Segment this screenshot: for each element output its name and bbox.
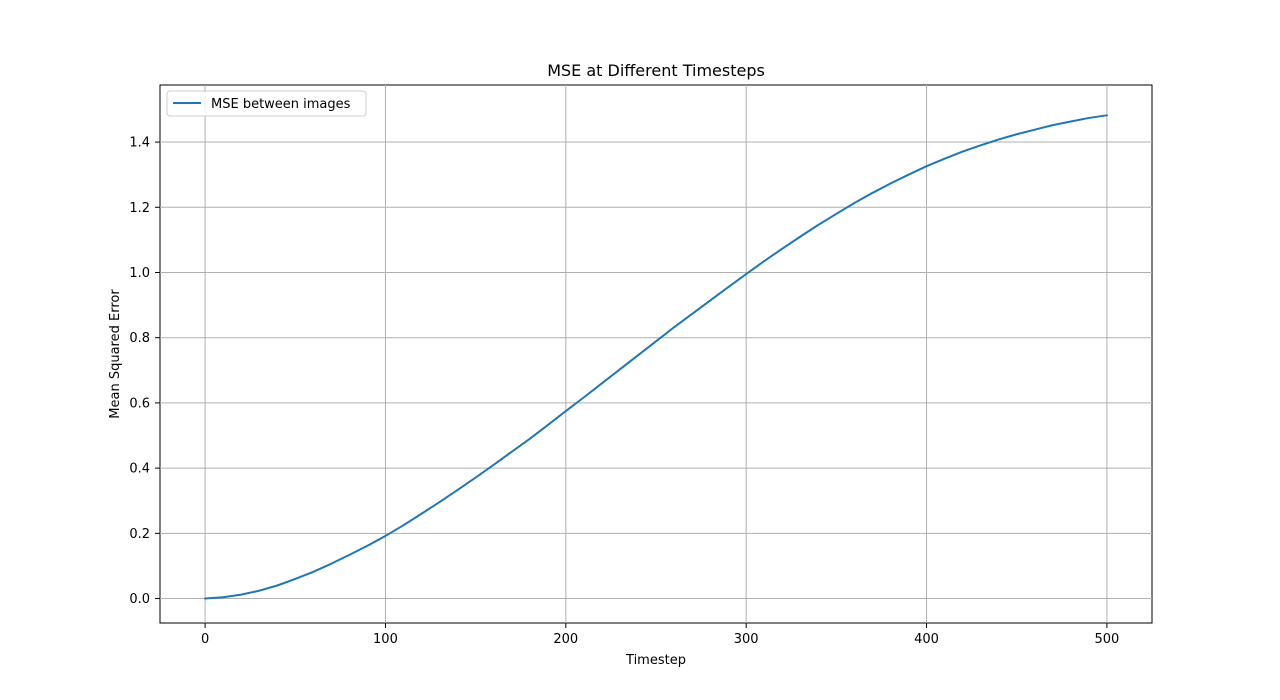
y-axis-label: Mean Squared Error <box>108 289 123 419</box>
data-point <box>1088 117 1090 119</box>
data-point <box>546 424 549 426</box>
x-axis-label: Timestep <box>625 653 686 668</box>
data-point <box>583 396 585 399</box>
data-point <box>1033 128 1036 131</box>
x-tick-label: 400 <box>914 632 939 647</box>
data-point <box>1070 120 1072 123</box>
data-point <box>474 476 477 479</box>
data-point <box>258 589 261 592</box>
series-line <box>204 114 1108 600</box>
data-point <box>294 578 297 580</box>
x-tick-label: 200 <box>553 632 578 647</box>
y-tick-label: 0.2 <box>129 527 150 542</box>
data-point <box>727 286 729 288</box>
data-point <box>438 501 441 503</box>
data-point <box>492 464 495 466</box>
data-point <box>420 512 423 515</box>
data-point <box>222 596 224 599</box>
tick-layer: 0 100 200 300 400 500 0.0 0.2 0.4 0.6 0.8 1.0 1.2 1.4 <box>129 136 1119 647</box>
data-point <box>943 157 946 160</box>
y-tick-label: 0.0 <box>129 592 150 607</box>
x-tick-label: 300 <box>734 632 759 647</box>
grid-lines <box>160 85 1152 623</box>
data-point <box>402 524 405 526</box>
data-point <box>655 340 657 343</box>
data-point <box>348 554 351 556</box>
data-point <box>709 299 711 302</box>
data-point <box>510 451 513 453</box>
data-point <box>1106 114 1108 117</box>
data-point <box>366 544 369 547</box>
y-tick-label: 1.2 <box>129 201 150 216</box>
data-point <box>871 192 874 194</box>
data-point <box>979 144 982 147</box>
y-tick-label: 0.4 <box>129 462 150 477</box>
chart-title: MSE at Different Timesteps <box>547 61 765 80</box>
legend: MSE between images <box>166 90 367 117</box>
y-tick-label: 1.4 <box>129 136 150 151</box>
data-point <box>528 437 531 440</box>
y-tick-label: 0.8 <box>129 331 150 346</box>
data-point <box>745 273 747 275</box>
y-tick-label: 1.0 <box>129 266 150 281</box>
data-point <box>889 182 892 185</box>
data-point <box>601 382 603 385</box>
data-point <box>781 247 784 250</box>
data-point <box>204 597 206 600</box>
data-point <box>817 224 820 226</box>
data-point <box>456 489 459 491</box>
data-point <box>925 165 928 167</box>
data-point <box>763 260 766 262</box>
data-point <box>1052 124 1054 126</box>
data-point <box>997 138 1000 141</box>
data-point <box>673 326 675 329</box>
plot-area <box>159 84 1153 624</box>
data-point <box>276 584 279 587</box>
data-point <box>565 410 567 412</box>
legend-box <box>166 90 367 117</box>
data-point <box>835 212 838 215</box>
y-tick-label: 0.6 <box>129 396 150 411</box>
data-point <box>691 313 693 315</box>
x-tick-label: 500 <box>1094 632 1119 647</box>
data-point <box>330 562 333 565</box>
x-tick-label: 0 <box>201 632 209 647</box>
data-point <box>907 173 910 176</box>
data-point <box>312 571 315 573</box>
data-point <box>853 202 856 204</box>
data-point <box>384 535 387 537</box>
data-point <box>619 368 621 371</box>
x-tick-label: 100 <box>373 632 398 647</box>
data-point <box>240 593 242 596</box>
data-point <box>799 235 802 238</box>
data-point <box>1015 133 1018 136</box>
legend-label: MSE between images <box>211 97 351 112</box>
data-point <box>961 150 964 153</box>
series-layer <box>204 114 1108 600</box>
data-point <box>637 354 639 357</box>
